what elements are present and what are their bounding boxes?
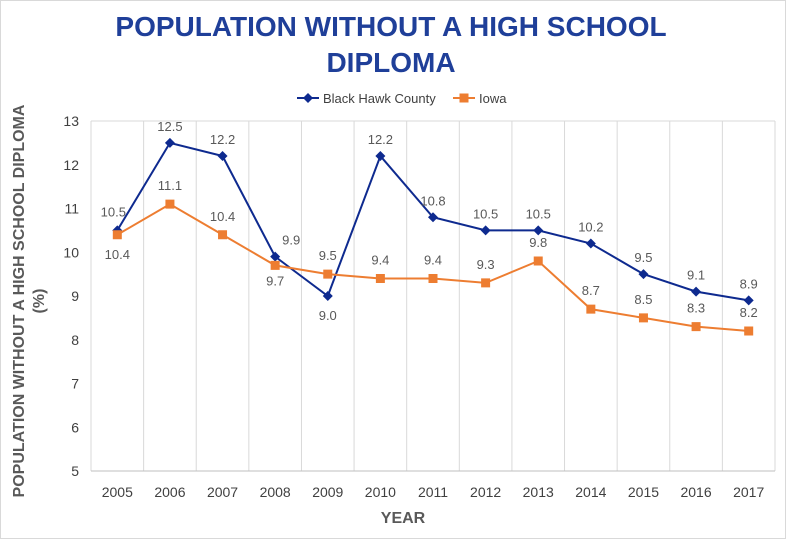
data-label: 10.8	[420, 193, 445, 208]
data-point-diamond	[428, 212, 438, 223]
data-point-diamond	[375, 151, 386, 161]
x-axis-title: YEAR	[381, 510, 426, 527]
data-label: 10.4	[210, 209, 235, 224]
data-label: 9.5	[634, 250, 652, 265]
data-point-diamond	[480, 225, 491, 236]
data-point-square	[112, 230, 122, 240]
y-tick-label: 12	[63, 157, 79, 173]
data-label: 8.7	[582, 283, 600, 298]
y-tick-label: 9	[71, 288, 79, 304]
x-tick-label: 2008	[260, 484, 291, 500]
data-point-diamond	[270, 251, 281, 262]
x-tick-label: 2007	[207, 484, 238, 500]
data-point-diamond	[164, 137, 175, 148]
data-label: 8.9	[740, 276, 758, 291]
data-point-square	[323, 269, 333, 279]
legend: Black Hawk County Iowa	[297, 91, 507, 106]
data-label: 10.5	[101, 204, 126, 219]
data-point-diamond	[217, 151, 228, 161]
data-label: 9.0	[319, 308, 337, 323]
x-tick-label: 2011	[418, 484, 448, 500]
x-tick-label: 2017	[733, 484, 764, 500]
x-tick-label: 2009	[312, 484, 343, 500]
x-tick-label: 2013	[523, 484, 554, 500]
x-tick-label: 2012	[470, 484, 501, 500]
data-point-square	[375, 274, 385, 283]
data-point-diamond	[638, 269, 649, 280]
data-point-square	[586, 304, 596, 314]
data-point-diamond	[533, 225, 544, 236]
x-tick-label: 2005	[102, 484, 133, 500]
data-label: 9.1	[687, 268, 705, 283]
y-tick-label: 11	[64, 201, 79, 217]
chart-title: POPULATION WITHOUT A HIGH SCHOOL DIPLOMA	[115, 11, 667, 78]
data-point-diamond	[322, 291, 333, 301]
data-point-square	[428, 274, 438, 283]
data-point-square	[691, 322, 701, 332]
y-tick-label: 13	[63, 113, 79, 129]
data-label: 12.2	[368, 132, 393, 147]
y-tick-label: 10	[63, 244, 79, 260]
data-label: 12.2	[210, 132, 235, 147]
data-point-square	[481, 278, 491, 288]
x-tick-label: 2006	[154, 484, 185, 500]
data-label: 9.4	[371, 253, 389, 268]
data-point-diamond	[743, 295, 754, 306]
legend-label: Iowa	[479, 91, 507, 106]
y-tick-label: 7	[71, 376, 79, 392]
data-label: 10.5	[473, 206, 498, 221]
x-tick-label: 2015	[628, 484, 659, 500]
axes: 5 6 7 8 9 10 11 12 13 2005 2006 2007 2008 2009 2010 201…	[63, 113, 775, 500]
series-layer	[112, 137, 754, 336]
data-point-square	[165, 199, 175, 209]
data-label: 9.8	[529, 235, 547, 250]
data-point-square	[533, 256, 543, 266]
data-labels: 10.5 12.5 12.2 9.9 9.0 12.2 10.8 10.5 10.5 10.2 9.…	[101, 119, 758, 323]
data-point-square	[638, 313, 648, 323]
data-label: 11.1	[158, 178, 182, 193]
grid	[90, 120, 776, 471]
data-point-square	[744, 326, 754, 336]
legend-marker-square	[459, 93, 469, 103]
data-point-square	[218, 230, 228, 240]
x-tick-label: 2014	[575, 484, 606, 500]
data-label: 10.2	[578, 220, 603, 235]
data-label: 8.2	[740, 305, 758, 320]
data-label: 12.5	[157, 119, 182, 134]
data-label: 10.5	[526, 206, 551, 221]
data-point-square	[270, 260, 280, 270]
data-label: 9.9	[282, 233, 300, 248]
x-tick-label: 2016	[680, 484, 711, 500]
data-label: 9.5	[319, 248, 337, 263]
y-tick-label: 5	[71, 463, 79, 479]
y-axis-title: POPULATION WITHOUT A HIGH SCHOOL DIPLOMA…	[11, 104, 48, 497]
data-label: 8.3	[687, 301, 705, 316]
data-label: 10.4	[105, 247, 130, 262]
legend-marker-diamond	[303, 93, 313, 103]
data-label: 9.4	[424, 253, 442, 268]
data-label: 9.3	[477, 257, 495, 272]
y-tick-label: 8	[71, 332, 79, 348]
data-point-diamond	[691, 286, 702, 297]
x-tick-label: 2010	[365, 484, 396, 500]
data-label: 9.7	[266, 273, 284, 288]
legend-label: Black Hawk County	[323, 91, 436, 106]
y-tick-label: 6	[71, 419, 79, 435]
data-label: 8.5	[634, 292, 652, 307]
data-point-diamond	[585, 238, 596, 249]
